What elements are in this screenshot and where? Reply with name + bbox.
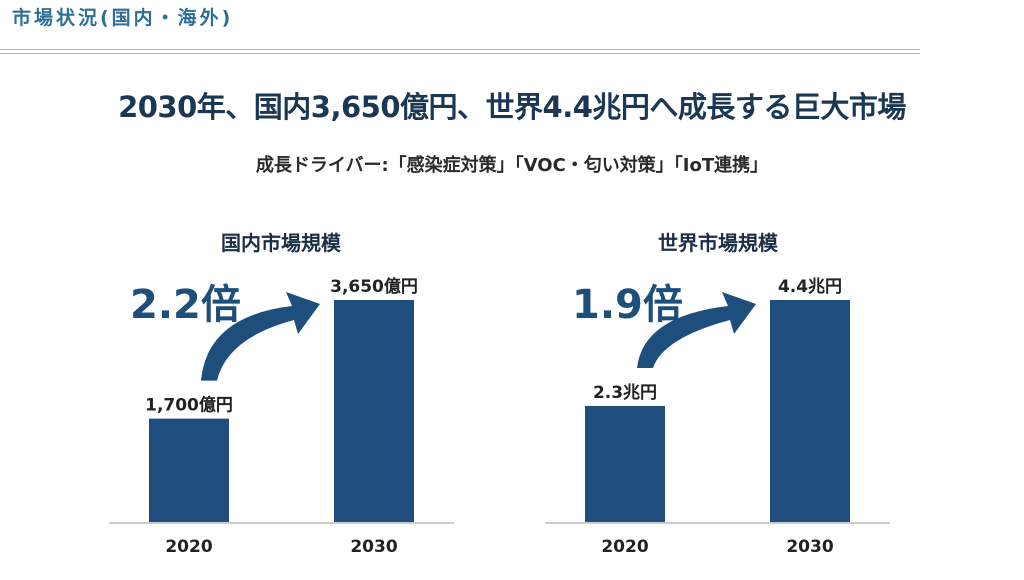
slide-header: 市場状況(国内・海外)	[12, 7, 234, 29]
domestic-bar-2030	[334, 300, 414, 522]
domestic-value-label-2020: 1,700億円	[145, 395, 233, 416]
global-chart-title: 世界市場規模	[658, 231, 778, 255]
domestic-growth-arrow	[201, 292, 320, 381]
global-tick-2020: 2020	[601, 537, 648, 557]
global-bar-2020	[585, 405, 665, 522]
domestic-tick-2020: 2020	[165, 537, 212, 557]
domestic-tick-2030: 2030	[350, 537, 397, 557]
global-growth-label: 1.9倍	[572, 282, 683, 328]
global-value-label-2030: 4.4兆円	[778, 277, 842, 297]
growth-drivers: 成長ドライバー:「感染症対策」「VOC・匂い対策」「IoT連携」	[255, 155, 769, 176]
header-divider	[0, 49, 920, 54]
global-tick-2030: 2030	[786, 537, 833, 557]
domestic-value-label-2030: 3,650億円	[330, 276, 418, 297]
domestic-growth-label: 2.2倍	[130, 282, 241, 328]
domestic-chart-title: 国内市場規模	[221, 231, 341, 255]
global-bar-2030	[770, 300, 850, 522]
domestic-bar-2020	[149, 418, 229, 522]
global-growth-arrow	[637, 292, 756, 368]
headline: 2030年、国内3,650億円、世界4.4兆円へ成長する巨大市場	[118, 90, 906, 124]
global-value-label-2020: 2.3兆円	[593, 383, 657, 403]
